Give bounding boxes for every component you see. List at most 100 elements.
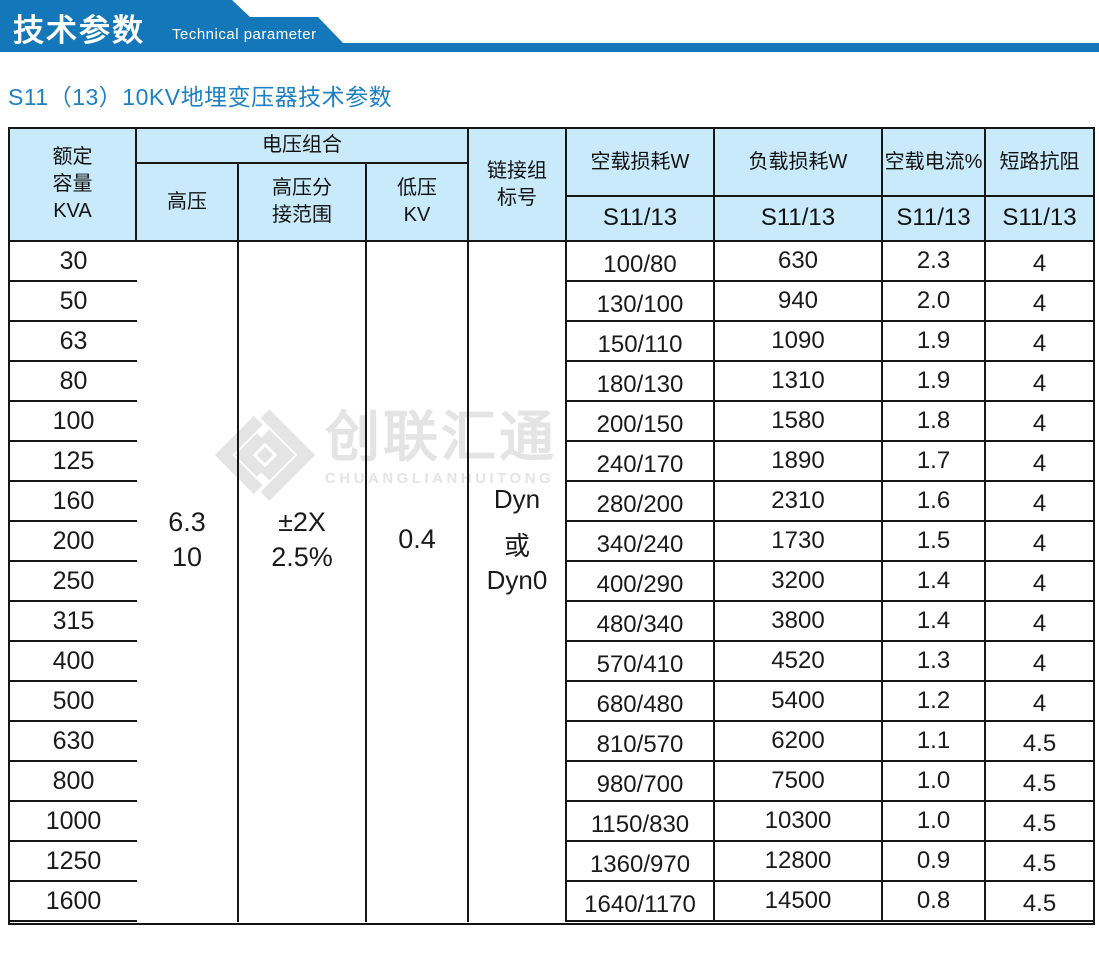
cell-kva: 160 <box>10 482 137 522</box>
cell-kva: 1250 <box>10 842 137 882</box>
cell-impedance: 4 <box>986 522 1093 562</box>
header-model: S11/13 <box>567 197 715 242</box>
cell-impedance: 4.5 <box>986 722 1093 762</box>
cell-no_load: 570/410 <box>567 642 715 682</box>
header-vector-group: 链接组 标号 <box>469 129 567 242</box>
section-title: S11（13）10KV地埋变压器技术参数 <box>8 84 393 110</box>
cell-load: 6200 <box>715 722 883 762</box>
capacity-column: 额定 容量 KVA 30 50 63 80 100 125 160 200 250 315 400 5… <box>10 129 137 923</box>
table-row: 810/570 6200 1.1 4.5 <box>567 722 1093 762</box>
cell-kva: 30 <box>10 242 137 282</box>
voltage-merged-cells: 6.3 10 ±2X 2.5% 0.4 <box>137 242 469 922</box>
header-line: 容量 <box>52 173 93 195</box>
loss-grid: 空载损耗W 负载损耗W 空载电流% 短路抗阻 S11/13 S11/13 S11… <box>567 129 1093 923</box>
cell-load: 14500 <box>715 882 883 922</box>
cell-no_load: 280/200 <box>567 482 715 522</box>
tap-value: 2.5% <box>271 542 333 572</box>
header-line: KV <box>403 204 431 226</box>
table-row: 130/100 940 2.0 4 <box>567 282 1093 322</box>
cell-current: 1.4 <box>883 602 986 642</box>
cell-impedance: 4 <box>986 242 1093 282</box>
table-row: 1150/830 10300 1.0 4.5 <box>567 802 1093 842</box>
cell-kva: 200 <box>10 522 137 562</box>
cell-current: 1.0 <box>883 762 986 802</box>
table-row: 680/480 5400 1.2 4 <box>567 682 1093 722</box>
vector-group-column: 链接组 标号 Dyn 或 Dyn0 <box>469 129 567 923</box>
cell-no_load: 810/570 <box>567 722 715 762</box>
cell-impedance: 4 <box>986 362 1093 402</box>
header-impedance: 短路抗阻 <box>986 129 1093 197</box>
voltage-combination-group: 电压组合 高压 高压分 接范围 低压 KV 6.3 10 <box>137 129 469 923</box>
cell-current: 2.3 <box>883 242 986 282</box>
cell-current: 1.1 <box>883 722 986 762</box>
cell-kva: 50 <box>10 282 137 322</box>
cell-impedance: 4.5 <box>986 762 1093 802</box>
table-row: 980/700 7500 1.0 4.5 <box>567 762 1093 802</box>
cell-no_load: 100/80 <box>567 242 715 282</box>
header-line: 标号 <box>497 186 537 209</box>
table-row: 200/150 1580 1.8 4 <box>567 402 1093 442</box>
table-row: 1640/1170 14500 0.8 4.5 <box>567 882 1093 922</box>
cell-kva: 100 <box>10 402 137 442</box>
header-line: KVA <box>53 200 92 222</box>
table-row: 280/200 2310 1.6 4 <box>567 482 1093 522</box>
cell-load: 630 <box>715 242 883 282</box>
cell-kva: 500 <box>10 682 137 722</box>
header-line: 接范围 <box>272 204 332 226</box>
header-line: 低压 <box>397 177 437 199</box>
table-row: 150/110 1090 1.9 4 <box>567 322 1093 362</box>
header-no-load-loss: 空载损耗W <box>567 129 715 197</box>
cell-current: 1.5 <box>883 522 986 562</box>
cell-kva: 800 <box>10 762 137 802</box>
watermark-name-cn: 创联汇通 <box>325 406 558 468</box>
header-no-load-current: 空载电流% <box>883 129 986 197</box>
cell-no_load: 1150/830 <box>567 802 715 842</box>
cell-kva: 630 <box>10 722 137 762</box>
cell-impedance: 4 <box>986 322 1093 362</box>
cell-impedance: 4.5 <box>986 802 1093 842</box>
cell-no_load: 980/700 <box>567 762 715 802</box>
cell-load: 1730 <box>715 522 883 562</box>
cell-current: 0.8 <box>883 882 986 922</box>
hv-value: 6.3 <box>168 506 206 537</box>
cell-current: 1.6 <box>883 482 986 522</box>
cell-impedance: 4 <box>986 442 1093 482</box>
loss-headers: 空载损耗W 负载损耗W 空载电流% 短路抗阻 <box>567 129 1093 197</box>
cell-hv-values: 6.3 10 <box>137 242 239 922</box>
cell-current: 1.4 <box>883 562 986 602</box>
cell-no_load: 200/150 <box>567 402 715 442</box>
cell-load: 3200 <box>715 562 883 602</box>
cell-no_load: 1640/1170 <box>567 882 715 922</box>
cell-tap-values: ±2X 2.5% <box>239 242 367 922</box>
cell-impedance: 4 <box>986 562 1093 602</box>
cell-kva: 250 <box>10 562 137 602</box>
cell-current: 1.0 <box>883 802 986 842</box>
table-row: 480/340 3800 1.4 4 <box>567 602 1093 642</box>
cell-load: 2310 <box>715 482 883 522</box>
banner: 技术参数 Technical parameter <box>0 0 1099 52</box>
cell-kva: 400 <box>10 642 137 682</box>
table-row: 180/130 1310 1.9 4 <box>567 362 1093 402</box>
header-rated-capacity: 额定 容量 KVA <box>10 129 137 242</box>
header-lv: 低压 KV <box>367 164 469 242</box>
cell-load: 7500 <box>715 762 883 802</box>
header-model: S11/13 <box>986 197 1093 242</box>
cell-load: 3800 <box>715 602 883 642</box>
cell-load: 940 <box>715 282 883 322</box>
parameters-table: 创联汇通 CHUANGLIANHUITONG 额定 容量 KVA 30 50 63 8… <box>8 127 1095 925</box>
cell-no_load: 130/100 <box>567 282 715 322</box>
banner-ribbon <box>0 0 1099 52</box>
hv-value: 10 <box>171 542 203 572</box>
cell-no_load: 680/480 <box>567 682 715 722</box>
cell-kva: 63 <box>10 322 137 362</box>
cell-impedance: 4 <box>986 282 1093 322</box>
cell-kva: 80 <box>10 362 137 402</box>
cell-current: 1.9 <box>883 362 986 402</box>
cell-load: 10300 <box>715 802 883 842</box>
cell-impedance: 4 <box>986 482 1093 522</box>
cell-impedance: 4.5 <box>986 842 1093 882</box>
cell-load: 1580 <box>715 402 883 442</box>
cell-load: 4520 <box>715 642 883 682</box>
capacity-column-body: 30 50 63 80 100 125 160 200 250 315 400 500 630 800 10… <box>10 242 137 922</box>
header-line: 额定 <box>52 146 93 168</box>
